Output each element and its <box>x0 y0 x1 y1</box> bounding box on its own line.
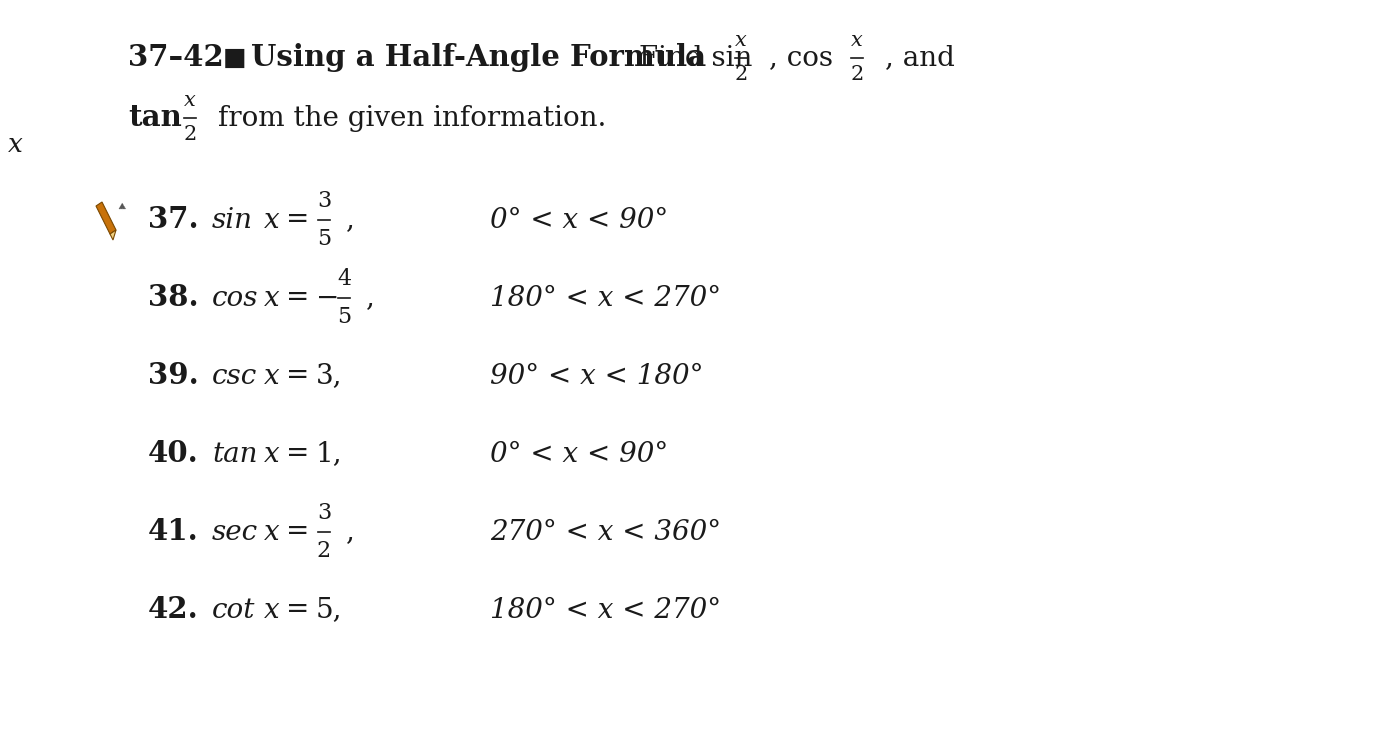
Text: ,: , <box>366 285 375 312</box>
Text: =: = <box>286 363 310 390</box>
Text: x: x <box>264 518 279 545</box>
Text: cot: cot <box>211 596 256 623</box>
Text: , and: , and <box>884 45 955 72</box>
Text: 5: 5 <box>337 306 351 328</box>
Text: ,: , <box>346 207 355 234</box>
Text: 3: 3 <box>316 502 332 524</box>
Text: 42.: 42. <box>148 596 199 624</box>
Text: 2: 2 <box>734 66 748 85</box>
Text: 270° < x < 360°: 270° < x < 360° <box>491 518 721 545</box>
Text: sec: sec <box>211 518 258 545</box>
Text: ,: , <box>346 518 355 545</box>
Text: =: = <box>286 596 310 623</box>
Text: 37–42: 37–42 <box>129 44 224 72</box>
Text: 2: 2 <box>184 126 196 145</box>
Text: =: = <box>286 285 310 312</box>
Text: x: x <box>264 285 279 312</box>
Text: 2: 2 <box>850 66 864 85</box>
Text: from the given information.: from the given information. <box>218 104 607 131</box>
Text: =: = <box>286 207 310 234</box>
Text: 40.: 40. <box>148 439 199 469</box>
Text: x: x <box>264 596 279 623</box>
Text: cos: cos <box>211 285 258 312</box>
Text: 5,: 5, <box>316 596 343 623</box>
Text: 39.: 39. <box>148 361 199 391</box>
Text: 4: 4 <box>337 268 351 290</box>
Text: 180° < x < 270°: 180° < x < 270° <box>491 596 721 623</box>
Text: x: x <box>735 31 746 50</box>
Text: x: x <box>8 133 23 158</box>
Text: Using a Half-Angle Formula: Using a Half-Angle Formula <box>252 44 706 72</box>
Text: 38.: 38. <box>148 283 199 312</box>
Text: −: − <box>316 285 339 312</box>
Text: csc: csc <box>211 363 257 390</box>
Text: =: = <box>286 440 310 467</box>
Text: 1,: 1, <box>316 440 343 467</box>
Text: 2: 2 <box>316 540 332 562</box>
Text: 3: 3 <box>316 190 332 212</box>
Polygon shape <box>95 202 116 234</box>
Text: 0° < x < 90°: 0° < x < 90° <box>491 207 669 234</box>
Polygon shape <box>111 230 116 240</box>
Text: tan: tan <box>129 104 182 133</box>
Text: x: x <box>851 31 862 50</box>
Text: Find sin: Find sin <box>638 45 752 72</box>
Text: ■: ■ <box>223 46 246 70</box>
Text: , cos: , cos <box>768 45 833 72</box>
Text: x: x <box>264 363 279 390</box>
Text: =: = <box>286 518 310 545</box>
Text: x: x <box>264 207 279 234</box>
Text: ‣: ‣ <box>111 199 130 221</box>
Text: 37.: 37. <box>148 206 199 234</box>
Text: 180° < x < 270°: 180° < x < 270° <box>491 285 721 312</box>
Text: 3,: 3, <box>316 363 343 390</box>
Text: 0° < x < 90°: 0° < x < 90° <box>491 440 669 467</box>
Text: x: x <box>264 440 279 467</box>
Text: 41.: 41. <box>148 518 199 547</box>
Text: tan: tan <box>211 440 257 467</box>
Text: sin: sin <box>211 207 253 234</box>
Text: 5: 5 <box>316 228 332 250</box>
Text: 90° < x < 180°: 90° < x < 180° <box>491 363 703 390</box>
Text: x: x <box>184 91 196 110</box>
